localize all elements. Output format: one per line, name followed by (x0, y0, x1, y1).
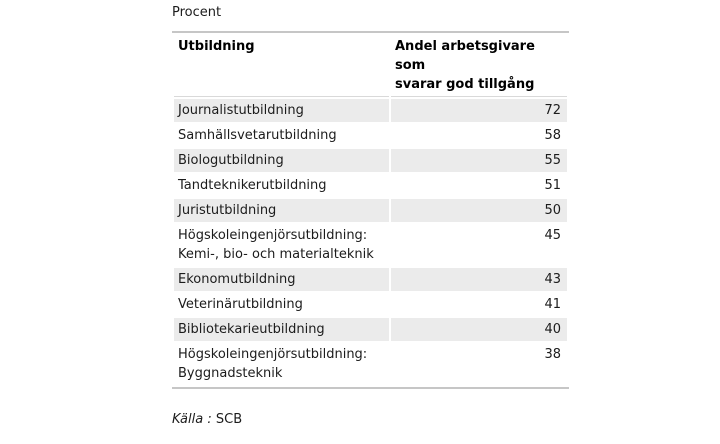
education-cell: Högskoleingenjörsutbildning: Kemi-, bio-… (178, 228, 374, 262)
value-cell: 55 (391, 149, 567, 172)
education-cell: Samhällsvetarutbildning (178, 128, 337, 143)
education-cell: Tandteknikerutbildning (178, 178, 327, 193)
table-body: Journalistutbildning 72 Samhällsvetarutb… (174, 99, 567, 385)
unit-label: Procent (172, 5, 222, 20)
table-row: Tandteknikerutbildning 51 (174, 174, 567, 197)
value-cell: 72 (391, 99, 567, 122)
column-header-education: Utbildning (174, 35, 389, 97)
value-cell: 51 (544, 178, 561, 193)
value-cell: 40 (391, 318, 567, 341)
education-cell: Juristutbildning (174, 199, 389, 222)
table-row: Biologutbildning 55 (174, 149, 567, 172)
education-cell: Journalistutbildning (174, 99, 389, 122)
source-prefix-label: Källa : (172, 412, 212, 427)
table-row: Högskoleingenjörsutbildning: Byggnadstek… (174, 343, 567, 385)
header-row: Utbildning Andel arbetsgivare som svarar… (174, 35, 567, 97)
value-cell: 45 (544, 228, 561, 243)
value-cell: 58 (544, 128, 561, 143)
table-border-frame: Utbildning Andel arbetsgivare som svarar… (172, 31, 569, 389)
source-line: Källa : SCB (172, 410, 569, 429)
education-cell: Biologutbildning (174, 149, 389, 172)
table-row: Veterinärutbildning 41 (174, 293, 567, 316)
education-cell: Bibliotekarieutbildning (174, 318, 389, 341)
table-row: Högskoleingenjörsutbildning: Kemi-, bio-… (174, 224, 567, 266)
column-header-share: Andel arbetsgivare som svarar god tillgå… (391, 35, 567, 97)
education-supply-table: Utbildning Andel arbetsgivare som svarar… (172, 33, 569, 387)
education-cell: Veterinärutbildning (178, 297, 303, 312)
table-row: Juristutbildning 50 (174, 199, 567, 222)
table-row: Journalistutbildning 72 (174, 99, 567, 122)
table-header: Utbildning Andel arbetsgivare som svarar… (174, 35, 567, 97)
value-cell: 38 (544, 347, 561, 362)
source-value: SCB (215, 412, 243, 427)
table-row: Bibliotekarieutbildning 40 (174, 318, 567, 341)
table-row: Ekonomutbildning 43 (174, 268, 567, 291)
education-cell: Ekonomutbildning (174, 268, 389, 291)
table-row: Samhällsvetarutbildning 58 (174, 124, 567, 147)
value-cell: 50 (391, 199, 567, 222)
education-cell: Högskoleingenjörsutbildning: Byggnadstek… (178, 347, 368, 381)
value-cell: 43 (391, 268, 567, 291)
statistics-figure: Procent Utbildning Andel arbetsgivare so… (172, 3, 569, 442)
value-cell: 41 (544, 297, 561, 312)
